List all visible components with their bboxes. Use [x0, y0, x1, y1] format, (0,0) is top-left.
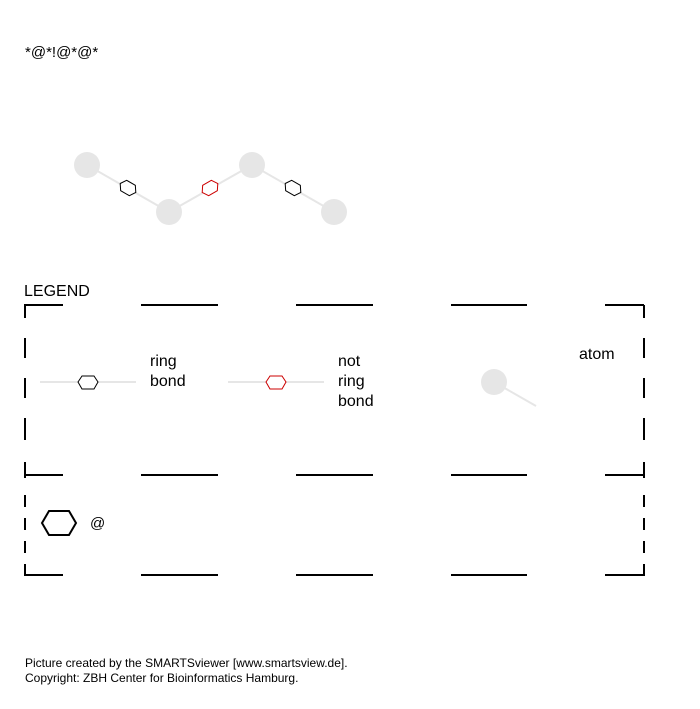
legend-ring-symbol-label: @ [90, 515, 106, 532]
footer-credit: Picture created by the SMARTSviewer [www… [25, 656, 348, 670]
legend-frame [24, 304, 645, 576]
footer: Picture created by the SMARTSviewer [www… [25, 656, 348, 686]
atom [321, 199, 347, 225]
legend-ring-bond-label: ring bond [150, 353, 186, 390]
legend-title: LEGEND [24, 283, 90, 300]
not-ring-bond-marker [201, 179, 219, 197]
atom [239, 152, 265, 178]
smarts-pattern: *@*!@*@* [25, 44, 99, 61]
atom [74, 152, 100, 178]
legend-not-ring-bond-label: not ring bond [338, 353, 374, 410]
footer-copyright: Copyright: ZBH Center for Bioinformatics… [25, 671, 299, 685]
legend-ring-hexagon-icon [40, 510, 78, 536]
legend-ring-bond-icon [77, 375, 99, 390]
ring-bond-marker [119, 179, 137, 197]
legend-atom-label: atom [579, 346, 615, 363]
legend-atom-icon [481, 369, 507, 395]
atom [156, 199, 182, 225]
ring-bond-marker [284, 179, 302, 197]
legend-not-ring-bond-icon [265, 375, 287, 390]
